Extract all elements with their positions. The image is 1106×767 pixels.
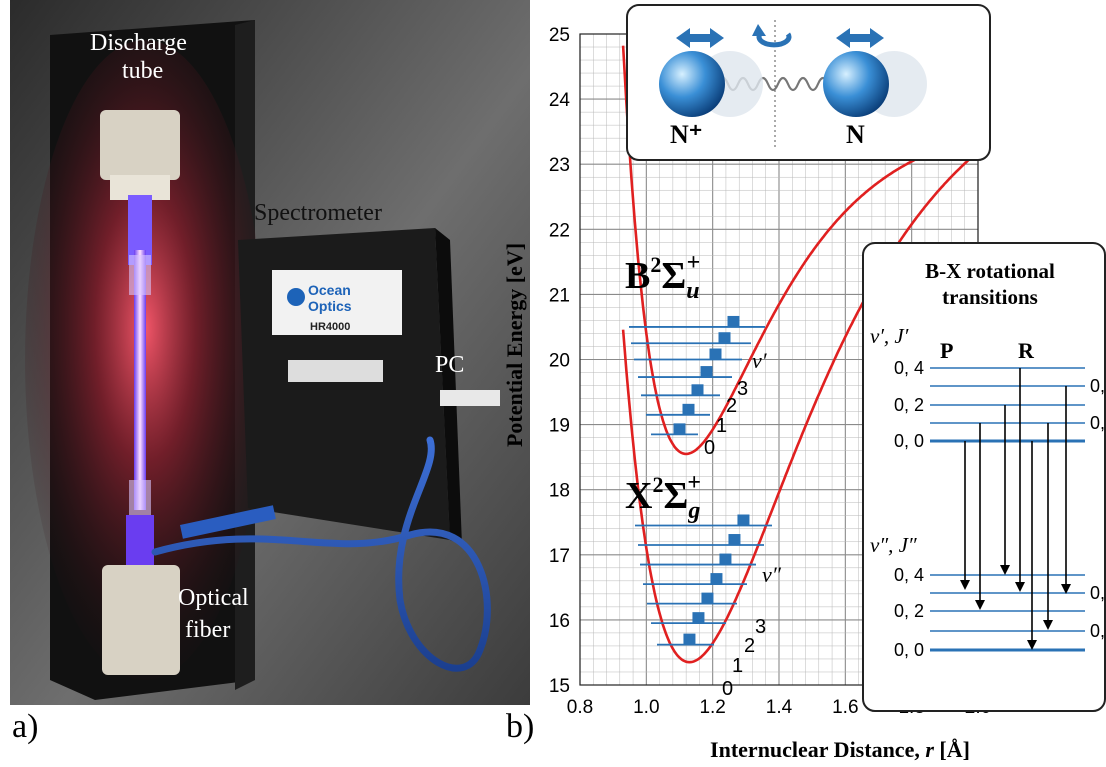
upper-rot-level-label: 0, 1 — [1090, 413, 1106, 433]
b-vib-0: 0 — [704, 437, 715, 459]
x-level-marker — [701, 592, 714, 604]
y-axis-label: Potential Energy [eV] — [502, 243, 527, 447]
lower-rot-level-label: 0, 2 — [894, 601, 924, 621]
y-tick-label: 15 — [549, 676, 570, 697]
lower-rot-level-label: 0, 0 — [894, 640, 924, 660]
b-level-marker — [673, 423, 686, 435]
b-state-label: B2Σu+ — [625, 250, 700, 304]
optical-fiber-cable — [151, 436, 491, 672]
upper-rot-level-label: 0, 2 — [894, 395, 924, 415]
x-tick-label: 1.2 — [699, 697, 725, 718]
rotation-arrow-icon — [756, 32, 792, 48]
b-level-marker — [709, 348, 722, 360]
lower-rot-level-label: 0, 3 — [1090, 583, 1106, 603]
spectrometer-label: Spectrometer — [254, 200, 382, 226]
b-vib-1: 1 — [716, 415, 727, 437]
upper-level-label: v′, J′ — [870, 324, 909, 348]
potential-energy-chart: 0.81.01.21.41.61.82.0 151617181920212223… — [502, 4, 1106, 762]
molecule-inset: N⁺ N — [626, 4, 991, 161]
bottom-holder — [102, 565, 180, 675]
y-tick-label: 18 — [549, 481, 570, 502]
discharge-tube — [134, 250, 146, 510]
rot-title-line1: B-X rotational — [925, 259, 1055, 283]
y-tick-label: 20 — [549, 351, 570, 372]
x-vib-3: 3 — [755, 616, 766, 638]
b-vib-3: 3 — [737, 378, 748, 400]
brand-line-2: Optics — [308, 298, 352, 314]
x-state-curve — [621, 150, 979, 664]
panel-a-label: a) — [12, 708, 39, 745]
x-vib-2: 2 — [744, 635, 755, 657]
arrowhead-icon — [1061, 584, 1071, 594]
x-v-double-prime-label: v″ — [762, 562, 782, 587]
b-level-marker — [727, 315, 740, 327]
discharge-label-line1: Discharge — [90, 30, 187, 56]
arrowhead-icon — [1027, 640, 1037, 650]
lower-rot-level-label: 0, 1 — [1090, 621, 1106, 641]
arrowhead-icon — [1043, 620, 1053, 630]
discharge-label-line2: tube — [122, 58, 163, 84]
right-atom-label: N — [846, 120, 865, 149]
y-tick-label: 23 — [549, 155, 570, 176]
x-axis-label: Internuclear Distance, r [Å] — [710, 737, 970, 762]
panel-b-label: b) — [506, 708, 535, 745]
fiber-label-line1: Optical — [178, 585, 249, 611]
x-level-marker — [683, 633, 696, 645]
model-label: HR4000 — [310, 321, 350, 333]
upper-rot-level-label: 0, 0 — [894, 431, 924, 451]
arrowhead-icon — [1015, 582, 1025, 592]
pc-label: PC — [435, 352, 464, 378]
ocean-optics-logo-icon — [287, 288, 305, 306]
arrowhead-icon — [975, 600, 985, 610]
y-tick-label: 16 — [549, 611, 570, 632]
y-tick-label: 19 — [549, 416, 570, 437]
vibration-arrows — [676, 28, 884, 48]
y-tick-label: 24 — [549, 90, 571, 111]
apparatus-photo: Ocean Optics HR4000 Discharge tube Spect… — [10, 0, 530, 705]
x-tick-label: 0.8 — [567, 697, 593, 718]
x-level-marker — [710, 573, 723, 585]
arrowhead-icon — [960, 580, 970, 590]
x-tick-label: 1.6 — [832, 697, 858, 718]
rotational-inset: B-X rotational transitions v′, J′ P R v″… — [862, 242, 1106, 712]
x-level-marker — [719, 553, 732, 565]
x-level-marker — [728, 534, 741, 546]
x-tick-label: 1.0 — [633, 697, 659, 718]
branch-p-label: P — [940, 338, 953, 363]
b-level-marker — [682, 403, 695, 415]
y-tick-label: 17 — [549, 546, 570, 567]
b-v-prime-label: v′ — [752, 348, 768, 373]
branch-r-label: R — [1018, 338, 1035, 363]
y-tick-label: 25 — [549, 25, 570, 46]
usb-connector — [440, 390, 500, 406]
top-holder — [100, 110, 180, 180]
b-vib-2: 2 — [726, 395, 737, 417]
x-tick-label: 1.4 — [766, 697, 793, 718]
left-atom-label: N⁺ — [670, 120, 703, 149]
y-tick-label: 22 — [549, 220, 570, 241]
b-level-marker — [700, 366, 713, 378]
right-atom — [823, 51, 889, 117]
x-level-marker — [692, 612, 705, 624]
x-level-marker — [737, 514, 750, 526]
x-vib-1: 1 — [732, 655, 743, 677]
lower-rot-level-label: 0, 4 — [894, 565, 924, 585]
arrowhead-icon — [1000, 565, 1010, 575]
y-tick-label: 21 — [549, 285, 570, 306]
rot-title-line2: transitions — [942, 285, 1038, 309]
lower-level-label: v″, J″ — [870, 533, 917, 557]
x-vib-0: 0 — [722, 678, 733, 700]
fiber-label-line2: fiber — [185, 617, 230, 643]
b-level-marker — [718, 332, 731, 344]
upper-rot-level-label: 0, 4 — [894, 358, 924, 378]
upper-rot-level-label: 0, 3 — [1090, 376, 1106, 396]
b-level-marker — [691, 384, 704, 396]
left-atom — [659, 51, 725, 117]
x-state-label: X2Σg+ — [625, 470, 701, 524]
brand-line-1: Ocean — [308, 282, 351, 298]
